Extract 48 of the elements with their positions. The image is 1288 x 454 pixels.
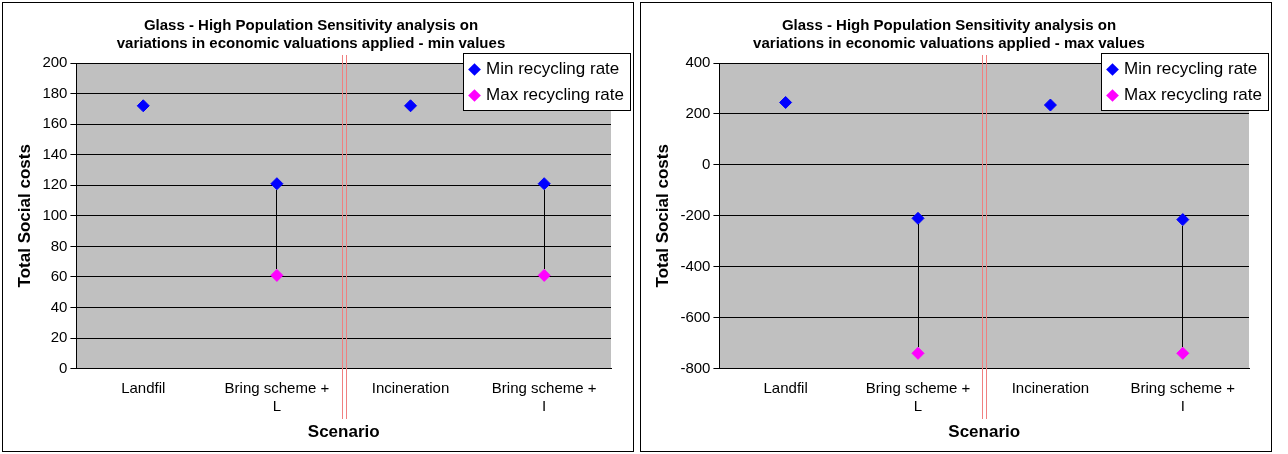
- x-tick-label: Bring scheme + I: [491, 378, 597, 414]
- point: [404, 99, 418, 113]
- point: [270, 268, 284, 282]
- x-tick-label: Incineration: [371, 378, 450, 396]
- x-axis-title: Scenario: [307, 422, 380, 442]
- y-tick-label: -200: [680, 205, 711, 223]
- y-tick-label: 200: [42, 53, 68, 71]
- point: [1176, 346, 1190, 360]
- point: [136, 99, 150, 113]
- y-tick-label: 200: [685, 104, 711, 122]
- y-tick-label: 400: [685, 53, 711, 71]
- legend-label: Max recycling rate: [485, 84, 624, 106]
- y-tick-label: 80: [50, 236, 68, 254]
- chart-title: Glass - High Population Sensitivity analysis on variations in economic valuations applied - max values: [753, 16, 1145, 52]
- x-axis-title: Scenario: [948, 422, 1021, 442]
- y-tick-label: 0: [59, 358, 68, 376]
- x-tick-label: Bring scheme + L: [865, 378, 971, 414]
- y-tick-label: -400: [680, 256, 711, 274]
- y-tick-label: 180: [42, 83, 68, 101]
- point: [1043, 98, 1057, 112]
- x-tick-label: Landfil: [763, 378, 808, 396]
- y-tick-label: 100: [42, 205, 68, 223]
- point: [1176, 213, 1190, 227]
- point: [270, 177, 284, 191]
- point: [911, 211, 925, 225]
- y-axis-title: Total Social costs: [14, 144, 34, 288]
- y-tick-label: 140: [42, 144, 68, 162]
- y-axis-title: Total Social costs: [652, 144, 672, 288]
- point: [779, 95, 793, 109]
- y-tick-label: 20: [50, 328, 68, 346]
- y-tick-label: 0: [702, 155, 711, 173]
- y-tick-label: 40: [50, 297, 68, 315]
- x-tick-label: Bring scheme + I: [1130, 378, 1236, 414]
- point: [537, 268, 551, 282]
- y-tick-label: 120: [42, 175, 68, 193]
- x-tick-label: Landfil: [121, 378, 166, 396]
- chart-title: Glass - High Population Sensitivity analysis on variations in economic valuations applied - min values: [116, 16, 506, 52]
- x-tick-label: Incineration: [1011, 378, 1090, 396]
- legend-label: Max recycling rate: [1123, 84, 1262, 106]
- y-tick-label: 160: [42, 114, 68, 132]
- x-tick-label: Bring scheme + L: [224, 378, 330, 414]
- legend-label: Min recycling rate: [485, 58, 621, 80]
- y-tick-label: 60: [50, 267, 68, 285]
- point: [537, 177, 551, 191]
- legend-label: Min recycling rate: [1123, 58, 1259, 80]
- y-tick-label: -800: [680, 358, 711, 376]
- point: [911, 346, 925, 360]
- y-tick-label: -600: [680, 307, 711, 325]
